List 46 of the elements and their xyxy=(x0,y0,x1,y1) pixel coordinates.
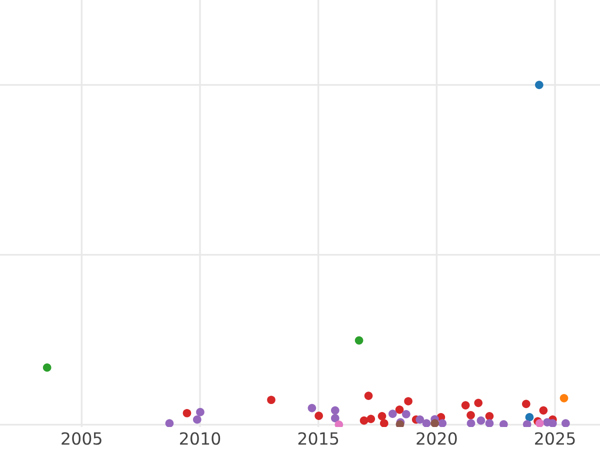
point xyxy=(314,412,323,420)
point xyxy=(330,414,340,422)
point xyxy=(466,410,475,420)
point xyxy=(525,413,534,422)
point xyxy=(430,419,439,428)
point xyxy=(416,415,424,424)
point xyxy=(192,415,202,424)
point xyxy=(388,410,397,418)
point xyxy=(461,401,470,410)
point xyxy=(165,419,174,428)
point xyxy=(366,414,376,424)
point xyxy=(196,408,204,416)
point xyxy=(548,419,557,428)
point xyxy=(485,412,494,420)
point xyxy=(476,416,486,425)
x-tick-label: 2020 xyxy=(416,432,457,445)
point xyxy=(522,400,530,408)
point xyxy=(485,419,494,428)
point xyxy=(378,412,386,420)
point xyxy=(562,419,570,428)
point xyxy=(422,419,431,428)
x-tick-label: 2010 xyxy=(180,432,220,445)
point xyxy=(560,394,568,402)
point xyxy=(522,420,532,428)
point xyxy=(354,336,364,345)
point xyxy=(360,416,368,425)
point xyxy=(535,80,544,90)
point xyxy=(539,406,548,415)
point xyxy=(42,363,52,372)
point xyxy=(330,406,340,415)
point xyxy=(308,404,316,412)
point xyxy=(364,392,373,400)
point xyxy=(267,396,276,404)
x-tick-label: 2025 xyxy=(535,432,575,445)
point xyxy=(402,410,410,418)
point xyxy=(466,419,476,428)
point xyxy=(380,419,388,428)
point xyxy=(395,406,404,414)
point xyxy=(438,419,447,428)
point xyxy=(500,420,508,428)
point xyxy=(182,408,192,418)
x-tick-label: 2015 xyxy=(298,432,338,445)
point xyxy=(334,420,344,428)
point xyxy=(404,397,412,406)
x-tick-label: 2005 xyxy=(62,432,102,445)
point xyxy=(474,398,483,408)
